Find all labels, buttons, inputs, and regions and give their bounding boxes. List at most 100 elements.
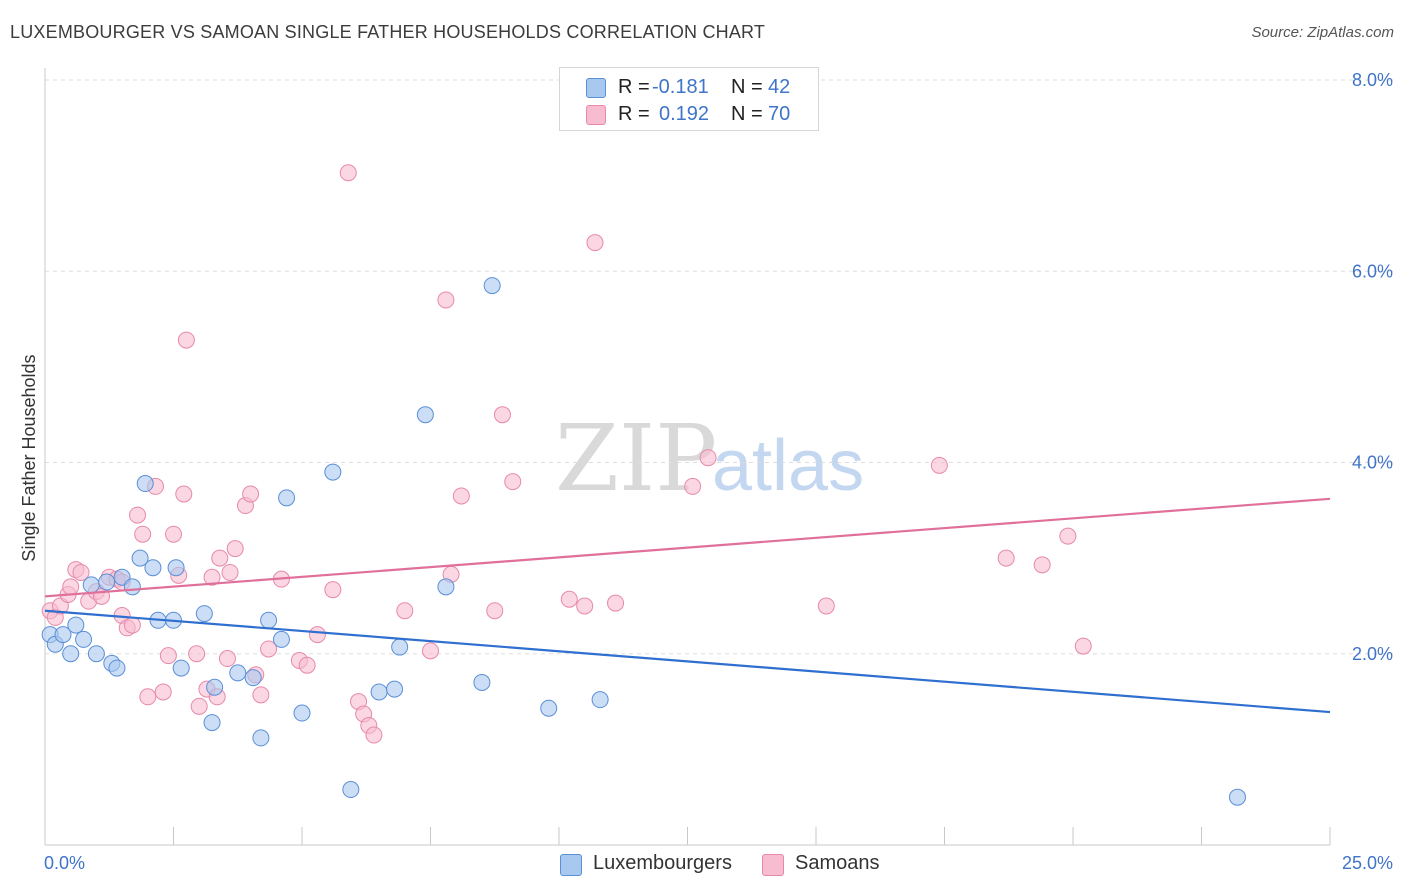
samoans-point [139, 688, 157, 706]
luxembourgers-trend-line [44, 609, 1331, 714]
samoans-point [486, 602, 504, 620]
samoans-point [175, 485, 193, 503]
correlation-legend: R = -0.181 N = 42 R = 0.192 N = 70 [559, 67, 819, 131]
legend-r-value: 0.192 [659, 103, 710, 125]
samoans-point [437, 291, 455, 309]
luxembourgers-point [98, 573, 116, 591]
samoans-point [1059, 527, 1077, 545]
luxembourgers-point [67, 616, 85, 634]
samoans-point [123, 616, 141, 634]
source-label: Source: ZipAtlas.com [1251, 24, 1394, 41]
legend-r-value: -0.181 [652, 76, 709, 98]
luxembourgers-point [167, 559, 185, 577]
luxembourgers-point [206, 678, 224, 696]
samoans-point [576, 597, 594, 615]
luxembourgers-point [108, 659, 126, 677]
luxembourgers-point [123, 578, 141, 596]
luxembourgers-point [370, 683, 388, 701]
y-tick-label: 6.0% [1352, 261, 1393, 281]
x-tick-label: 0.0% [44, 853, 85, 873]
samoans-point [699, 449, 717, 467]
samoans-point [165, 525, 182, 543]
samoans-point [365, 726, 383, 744]
legend-n-label: N = [731, 76, 763, 98]
luxembourgers-point [62, 645, 80, 663]
samoans-point [190, 697, 208, 715]
legend-n-value: 70 [768, 103, 791, 125]
luxembourgers-point [144, 559, 162, 577]
luxembourgers-point [131, 549, 149, 567]
samoans-point [560, 590, 578, 608]
luxembourgers-point [260, 611, 278, 629]
luxembourgers-point [75, 630, 93, 648]
bottom-legend-swatch-pink [762, 854, 784, 876]
legend-r-label: R = [618, 103, 650, 125]
luxembourgers-point [203, 714, 221, 732]
samoans-point [339, 164, 357, 182]
luxembourgers-point [293, 704, 311, 722]
samoans-point [211, 549, 229, 567]
samoans-point [586, 234, 604, 252]
samoans-point [260, 640, 278, 658]
luxembourgers-point [244, 669, 262, 687]
samoans-point [129, 506, 147, 524]
luxembourgers-point [252, 729, 270, 747]
samoans-point [1033, 556, 1051, 574]
luxembourgers-point [136, 475, 154, 493]
samoans-point [422, 642, 439, 660]
samoans-point [1074, 637, 1092, 655]
samoans-point [221, 563, 239, 581]
samoans-point [154, 683, 172, 701]
luxembourgers-point [591, 691, 609, 709]
legend-r-label: R = [618, 76, 650, 98]
luxembourgers-point [82, 576, 100, 594]
luxembourgers-point [391, 638, 409, 656]
luxembourgers-point [195, 605, 213, 623]
samoans-point [252, 686, 270, 704]
samoans-point [242, 485, 260, 503]
y-tick-label: 8.0% [1352, 70, 1393, 90]
x-tick-label: 25.0% [1342, 853, 1393, 873]
trend-lines [44, 497, 1331, 714]
luxembourgers-point [386, 680, 404, 698]
grid-lines [45, 79, 1393, 655]
samoans-point [298, 656, 316, 674]
luxembourgers-point [272, 630, 290, 648]
y-tick-label: 2.0% [1352, 644, 1393, 664]
luxembourgers-points [41, 277, 1246, 806]
samoans-point [930, 456, 948, 474]
legend-swatch-pink [586, 105, 606, 125]
luxembourgers-point [87, 645, 105, 663]
samoans-point [817, 597, 835, 615]
samoans-point [504, 473, 522, 491]
bottom-legend-swatch-blue [560, 854, 582, 876]
bottom-legend-label: Samoans [795, 852, 880, 874]
legend-n-label: N = [731, 103, 763, 125]
tick-labels: 2.0% 4.0% 6.0% 8.0% 0.0% 25.0% [44, 70, 1393, 873]
luxembourgers-point [324, 463, 342, 481]
y-axis-label: Single Father Households [19, 354, 39, 561]
luxembourgers-point [54, 626, 72, 644]
samoans-point [226, 540, 244, 558]
samoans-point [493, 406, 511, 424]
samoans-point [72, 563, 90, 581]
samoans-point [324, 581, 342, 599]
luxembourgers-point [416, 406, 434, 424]
luxembourgers-point [540, 699, 558, 717]
luxembourgers-point [437, 578, 455, 596]
luxembourgers-point [229, 664, 247, 682]
samoans-point [134, 525, 152, 543]
samoans-point [308, 626, 326, 644]
luxembourgers-point [483, 277, 501, 295]
watermark-zip: ZIP [555, 405, 717, 512]
luxembourgers-point [278, 489, 296, 507]
samoans-point [62, 578, 80, 596]
bottom-legend-label: Luxembourgers [593, 852, 732, 874]
legend-swatch-blue [586, 78, 606, 98]
samoans-trend-line [44, 497, 1331, 598]
samoans-point [188, 645, 206, 663]
y-tick-label: 4.0% [1352, 453, 1393, 473]
samoans-point [159, 647, 177, 665]
luxembourgers-point [1228, 788, 1246, 806]
